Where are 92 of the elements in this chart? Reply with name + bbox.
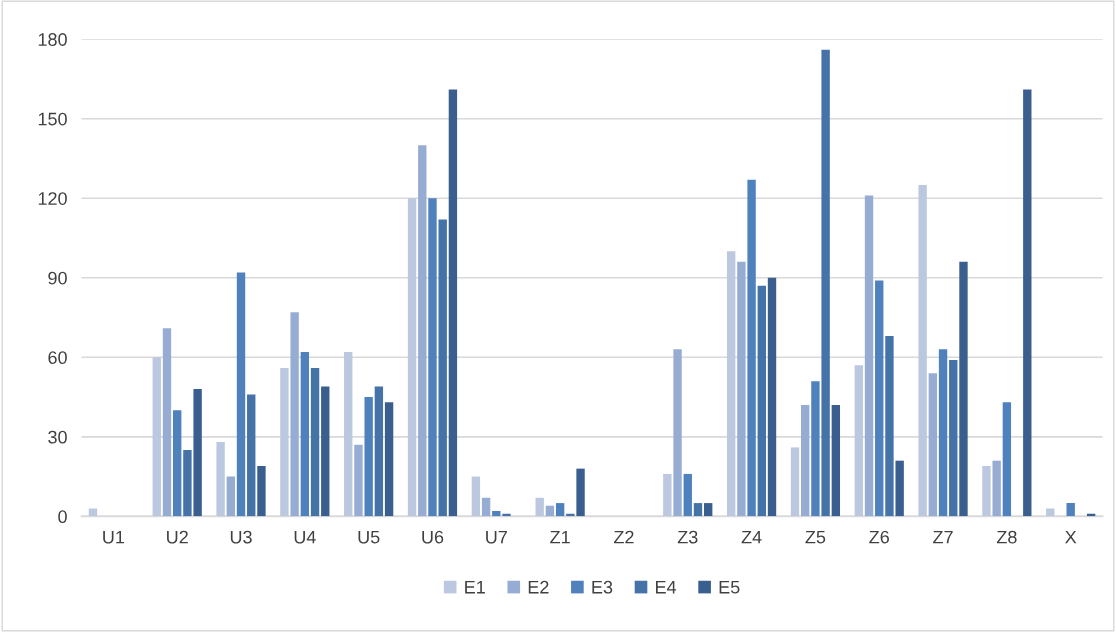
bar <box>173 410 182 517</box>
x-tick-label: U5 <box>358 530 380 544</box>
bar <box>885 336 894 517</box>
bar <box>407 198 417 517</box>
bar <box>152 357 161 517</box>
legend-label: E1 <box>465 580 485 594</box>
bar <box>471 476 481 517</box>
bar <box>481 497 491 517</box>
x-tick-label: X <box>1065 530 1077 544</box>
bar <box>767 277 777 517</box>
x-tick-label: Z6 <box>869 530 889 544</box>
x-tick-label: U4 <box>294 530 316 544</box>
x-tick-label: Z5 <box>805 530 826 544</box>
x-tick-label: U7 <box>486 530 507 544</box>
bar <box>821 49 830 517</box>
y-tick-label: 60 <box>48 351 67 365</box>
x-tick-label: Z2 <box>613 530 634 544</box>
bar <box>683 473 692 517</box>
bar <box>693 503 703 517</box>
x-tick-label: U6 <box>422 530 444 544</box>
bar <box>1002 402 1012 517</box>
bar <box>418 145 427 517</box>
bar <box>428 198 437 517</box>
bar <box>300 351 310 517</box>
bar <box>864 195 874 517</box>
bar <box>384 402 394 517</box>
legend-label: E3 <box>592 580 613 594</box>
x-tick-label: U3 <box>230 530 252 544</box>
bar <box>88 508 98 517</box>
bar <box>938 349 948 517</box>
bar <box>162 328 172 517</box>
x-tick-label: U2 <box>167 530 188 544</box>
y-tick-label: 30 <box>48 430 67 444</box>
bar <box>1046 508 1055 517</box>
bar <box>216 442 225 517</box>
bar <box>555 503 565 517</box>
legend-label: E5 <box>719 580 740 594</box>
bar <box>492 511 501 517</box>
bar <box>790 447 800 517</box>
bar <box>290 312 299 517</box>
bar <box>535 497 544 517</box>
bar <box>310 367 320 517</box>
bar <box>193 389 202 517</box>
bar <box>438 219 447 517</box>
bar <box>895 460 904 517</box>
bar <box>928 373 938 517</box>
bar <box>226 476 235 517</box>
y-tick-label: 120 <box>38 192 67 205</box>
x-tick-label: Z8 <box>996 530 1017 544</box>
bar <box>257 465 266 517</box>
y-tick-label: 150 <box>38 112 67 126</box>
bar <box>280 367 289 517</box>
bar <box>247 394 256 517</box>
bar <box>545 505 555 517</box>
x-tick-label: Z7 <box>933 530 953 544</box>
bar <box>949 359 958 517</box>
bar <box>1023 89 1032 517</box>
y-tick-label: 0 <box>58 510 67 524</box>
bar <box>321 386 330 517</box>
bar <box>726 251 736 517</box>
bar <box>663 473 672 517</box>
y-tick-label: 180 <box>38 33 67 46</box>
bar <box>854 365 863 517</box>
bar <box>183 450 192 517</box>
bar <box>448 89 458 517</box>
bar <box>801 405 810 517</box>
bar <box>1066 503 1075 517</box>
bar <box>364 397 373 517</box>
bar <box>747 179 756 517</box>
y-tick-label: 90 <box>48 271 67 285</box>
x-tick-label: Z1 <box>550 530 570 544</box>
x-tick-label: Z4 <box>741 530 762 544</box>
bar <box>354 444 363 517</box>
bar <box>576 468 585 517</box>
bar <box>811 381 820 517</box>
legend-label: E2 <box>528 580 549 594</box>
bar <box>982 465 991 517</box>
bar <box>757 285 766 517</box>
bar <box>737 261 746 517</box>
bar <box>236 272 246 517</box>
bar <box>918 184 927 517</box>
legend-label: E4 <box>656 580 677 594</box>
bar <box>875 280 884 517</box>
bar <box>344 351 353 517</box>
x-tick-label: Z3 <box>677 530 698 544</box>
bar <box>704 503 713 517</box>
bar <box>959 261 968 517</box>
bar <box>673 349 682 517</box>
bar <box>992 460 1001 517</box>
x-tick-label: U1 <box>103 530 125 544</box>
bar <box>831 405 841 517</box>
bar <box>374 386 384 517</box>
